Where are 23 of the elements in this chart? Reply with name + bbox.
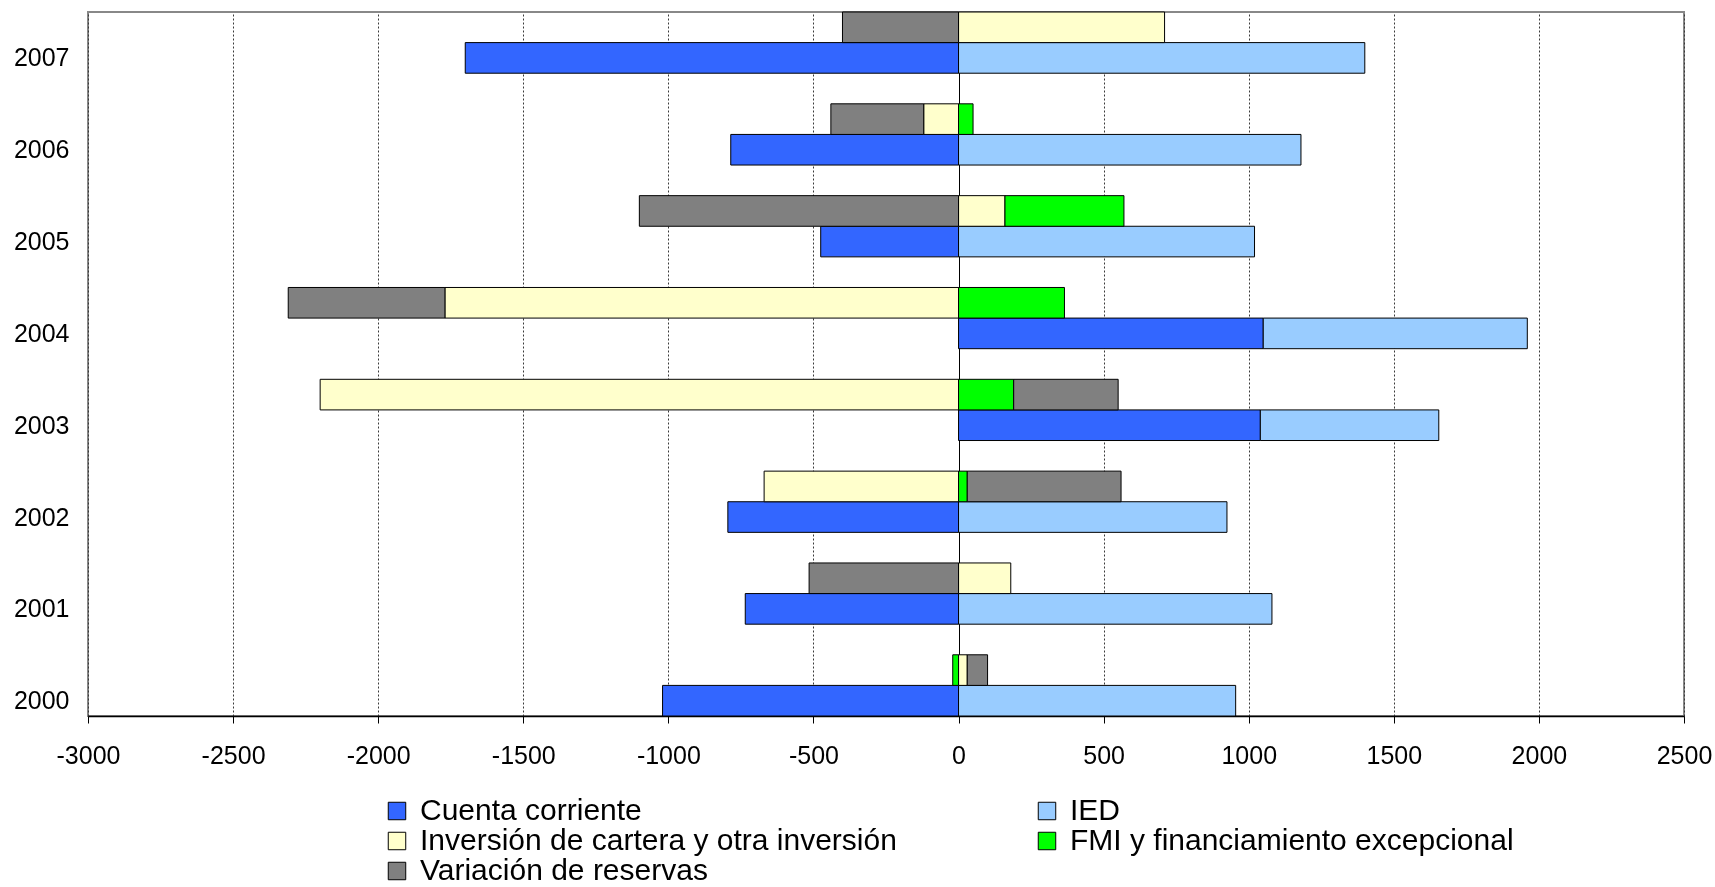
x-tick-label: 500 [1083, 740, 1125, 769]
y-tick-label: 2002 [13, 502, 70, 531]
y-tick-label: 2001 [13, 594, 70, 623]
legend-label: Cuenta corriente [420, 793, 642, 826]
x-tick-label: -500 [788, 740, 839, 769]
x-tick-label: 1000 [1221, 740, 1278, 769]
x-tick-label: 1500 [1366, 740, 1423, 769]
x-tick-label: -2500 [201, 740, 266, 769]
x-tick-label: -1500 [491, 740, 556, 769]
x-tick-label: 0 [952, 740, 966, 769]
x-tick-label: 2000 [1511, 740, 1568, 769]
legend-label: IED [1070, 793, 1121, 826]
legend-label: FMI y financiamiento excepcional [1070, 823, 1514, 856]
y-tick-label: 2005 [13, 227, 70, 256]
x-tick-label: -1000 [636, 740, 701, 769]
y-tick-label: 2006 [13, 135, 70, 164]
x-tick-label: -2000 [346, 740, 411, 769]
x-tick-label: -3000 [56, 740, 121, 769]
y-tick-label: 2000 [13, 686, 70, 715]
y-tick-label: 2007 [13, 43, 70, 72]
y-tick-label: 2003 [13, 410, 70, 439]
x-tick-label: 2500 [1656, 740, 1713, 769]
y-tick-label: 2004 [13, 318, 70, 347]
